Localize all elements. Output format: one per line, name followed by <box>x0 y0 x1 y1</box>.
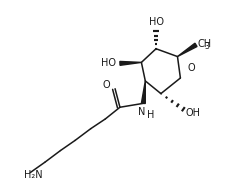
Text: 3: 3 <box>205 42 210 51</box>
Text: OH: OH <box>186 108 201 118</box>
Text: H: H <box>147 110 154 120</box>
Text: CH: CH <box>198 39 212 49</box>
Text: HO: HO <box>101 58 116 68</box>
Polygon shape <box>120 61 141 65</box>
Text: HO: HO <box>148 17 164 27</box>
Polygon shape <box>177 43 197 57</box>
Text: N: N <box>138 107 145 117</box>
Text: O: O <box>102 80 110 90</box>
Polygon shape <box>141 81 145 104</box>
Text: O: O <box>188 63 195 73</box>
Text: H₂N: H₂N <box>24 170 43 181</box>
